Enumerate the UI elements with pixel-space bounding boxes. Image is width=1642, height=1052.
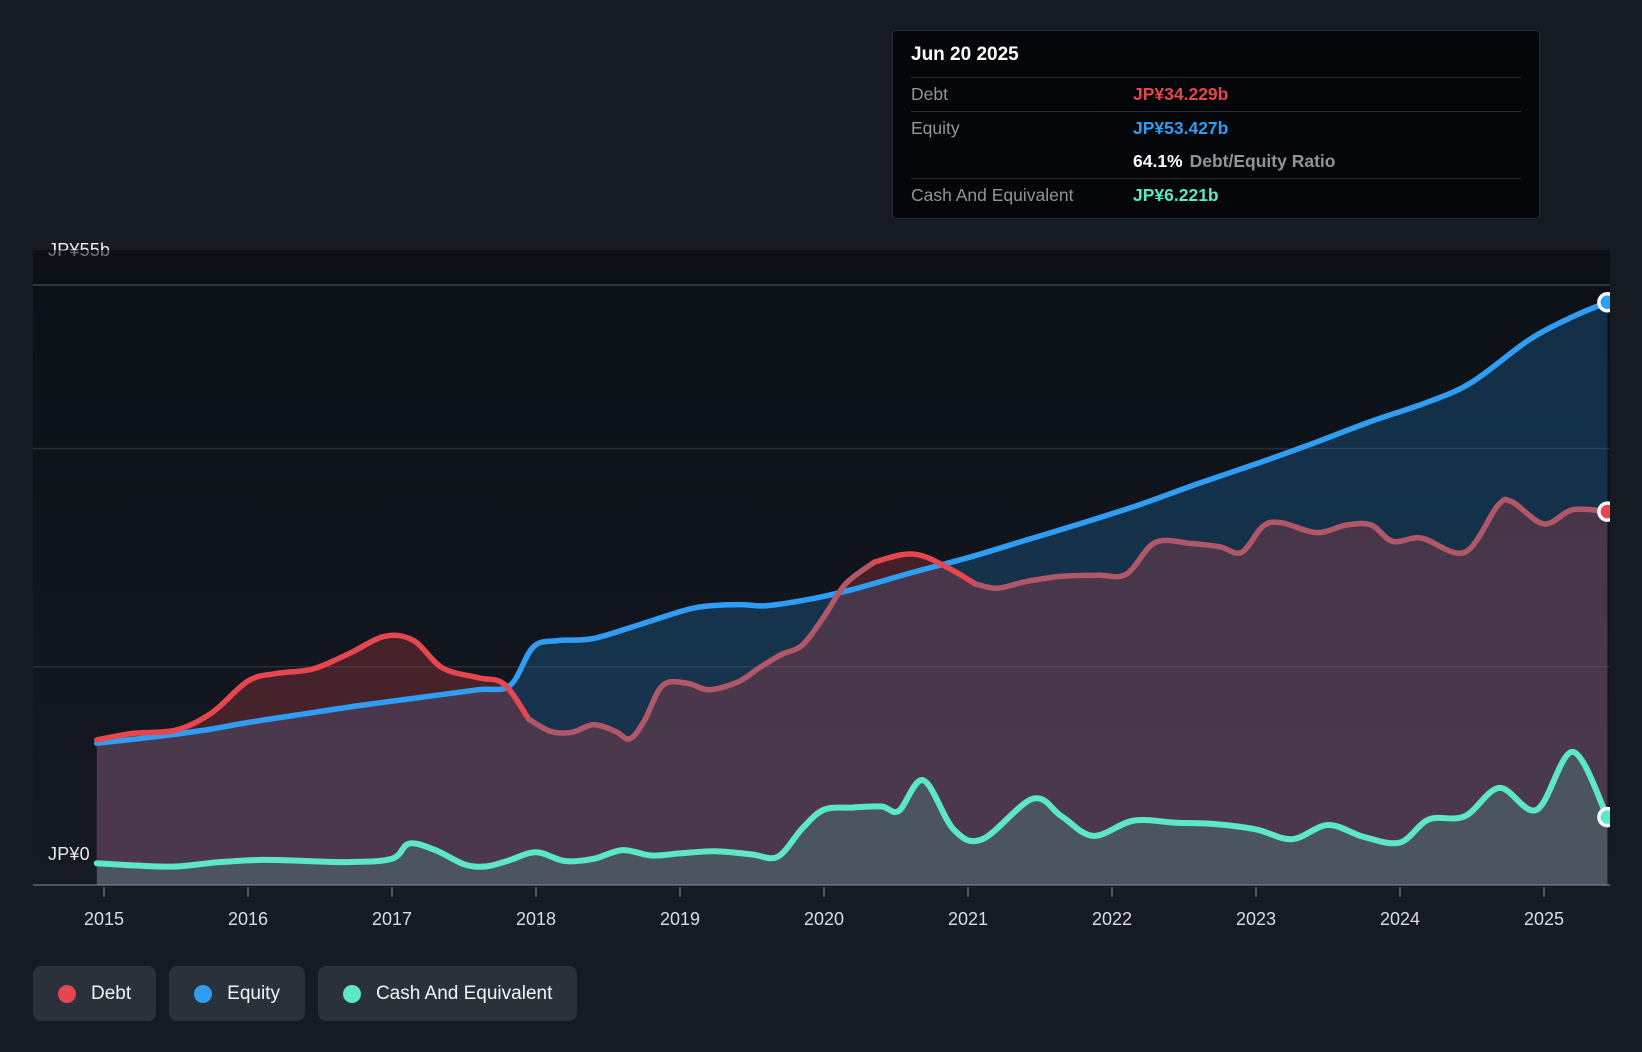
x-label-2015: 2015 [84,909,124,929]
debt-line-high-segment[interactable] [871,551,978,587]
debt-area [96,499,1608,885]
tooltip-debt-label: Debt [911,84,948,104]
legend-chip-equity[interactable]: Equity [169,966,305,1021]
tooltip-debt-value: JP¥34.229b [1133,84,1229,104]
legend-chip-cash[interactable]: Cash And Equivalent [317,966,578,1021]
tooltip-card: Jun 20 2025 Debt JP¥34.229b Equity JP¥53… [892,30,1540,219]
tooltip-equity-value: JP¥53.427b [1133,118,1229,138]
x-label-2016: 2016 [228,909,268,929]
debt-legend-dot-icon [58,984,76,1003]
x-label-2025: 2025 [1524,909,1564,929]
x-label-2024: 2024 [1380,909,1420,929]
x-label-2021: 2021 [948,909,988,929]
tooltip-cash-row: Cash And Equivalent JP¥6.221b [911,179,1521,212]
tooltip-cash-value: JP¥6.221b [1133,185,1219,205]
chart-legend: Debt Equity Cash And Equivalent [33,966,578,1021]
cash-line[interactable] [93,748,1610,870]
legend-equity-label: Equity [227,982,280,1004]
tooltip-ratio-row: 64.1% Debt/Equity Ratio [911,145,1521,179]
x-label-2018: 2018 [516,909,556,929]
legend-debt-label: Debt [91,982,132,1004]
tooltip-ratio-value: 64.1% [1133,151,1183,171]
tooltip-equity-label: Equity [911,118,960,138]
cash-end-marker[interactable] [1597,806,1616,828]
equity-line[interactable] [94,299,1610,746]
legend-cash-label: Cash And Equivalent [375,982,553,1004]
debt-end-marker[interactable] [1597,501,1616,522]
debt-line-low-segment[interactable] [972,496,1610,592]
x-label-2017: 2017 [372,909,412,929]
equity-end-marker[interactable] [1597,291,1616,313]
legend-chip-debt[interactable]: Debt [33,966,157,1021]
cash-area [96,751,1608,885]
x-label-2023: 2023 [1236,909,1276,929]
tooltip-equity-row: Equity JP¥53.427b [911,111,1521,145]
debt-line-low-segment[interactable] [526,559,878,742]
tooltip-ratio-label: Debt/Equity Ratio [1189,151,1336,171]
equity-area [96,302,1608,885]
x-label-2020: 2020 [804,909,844,929]
tooltip-debt-row: Debt JP¥34.229b [911,78,1521,111]
x-label-2022: 2022 [1092,909,1132,929]
equity-legend-dot-icon [194,984,213,1003]
debt-line-high-segment[interactable] [94,632,532,743]
plot-background-shade [33,250,1610,885]
cash-legend-dot-icon [342,984,361,1003]
tooltip-cash-label: Cash And Equivalent [911,185,1074,205]
x-label-2019: 2019 [660,909,700,929]
tooltip-date: Jun 20 2025 [911,31,1521,78]
series-group [93,291,1616,885]
